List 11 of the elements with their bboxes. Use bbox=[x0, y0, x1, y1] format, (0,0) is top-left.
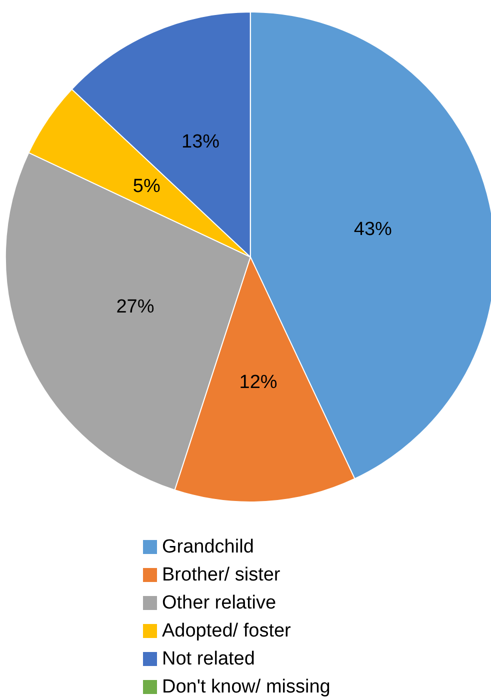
legend-label: Don't know/ missing bbox=[162, 676, 330, 698]
data-label: 5% bbox=[132, 176, 160, 197]
legend-label: Adopted/ foster bbox=[162, 620, 292, 642]
legend-label: Grandchild bbox=[162, 536, 254, 558]
legend-label: Not related bbox=[162, 648, 255, 670]
data-label: 12% bbox=[239, 372, 278, 393]
data-label: 13% bbox=[182, 131, 220, 152]
legend-label: Other relative bbox=[162, 592, 276, 614]
legend-label: Brother/ sister bbox=[162, 564, 281, 586]
data-label: 27% bbox=[116, 296, 154, 318]
data-label: 43% bbox=[354, 219, 392, 240]
